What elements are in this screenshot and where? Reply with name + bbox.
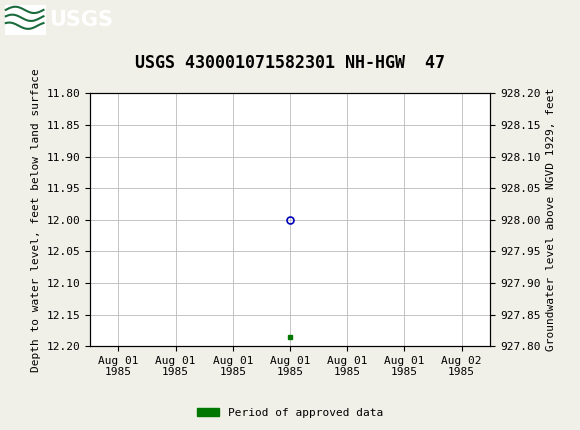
Y-axis label: Depth to water level, feet below land surface: Depth to water level, feet below land su… (31, 68, 41, 372)
FancyBboxPatch shape (5, 5, 46, 35)
Text: USGS: USGS (49, 10, 113, 30)
Y-axis label: Groundwater level above NGVD 1929, feet: Groundwater level above NGVD 1929, feet (546, 88, 556, 351)
Legend: Period of approved data: Period of approved data (193, 403, 387, 422)
Text: USGS 430001071582301 NH-HGW  47: USGS 430001071582301 NH-HGW 47 (135, 54, 445, 72)
